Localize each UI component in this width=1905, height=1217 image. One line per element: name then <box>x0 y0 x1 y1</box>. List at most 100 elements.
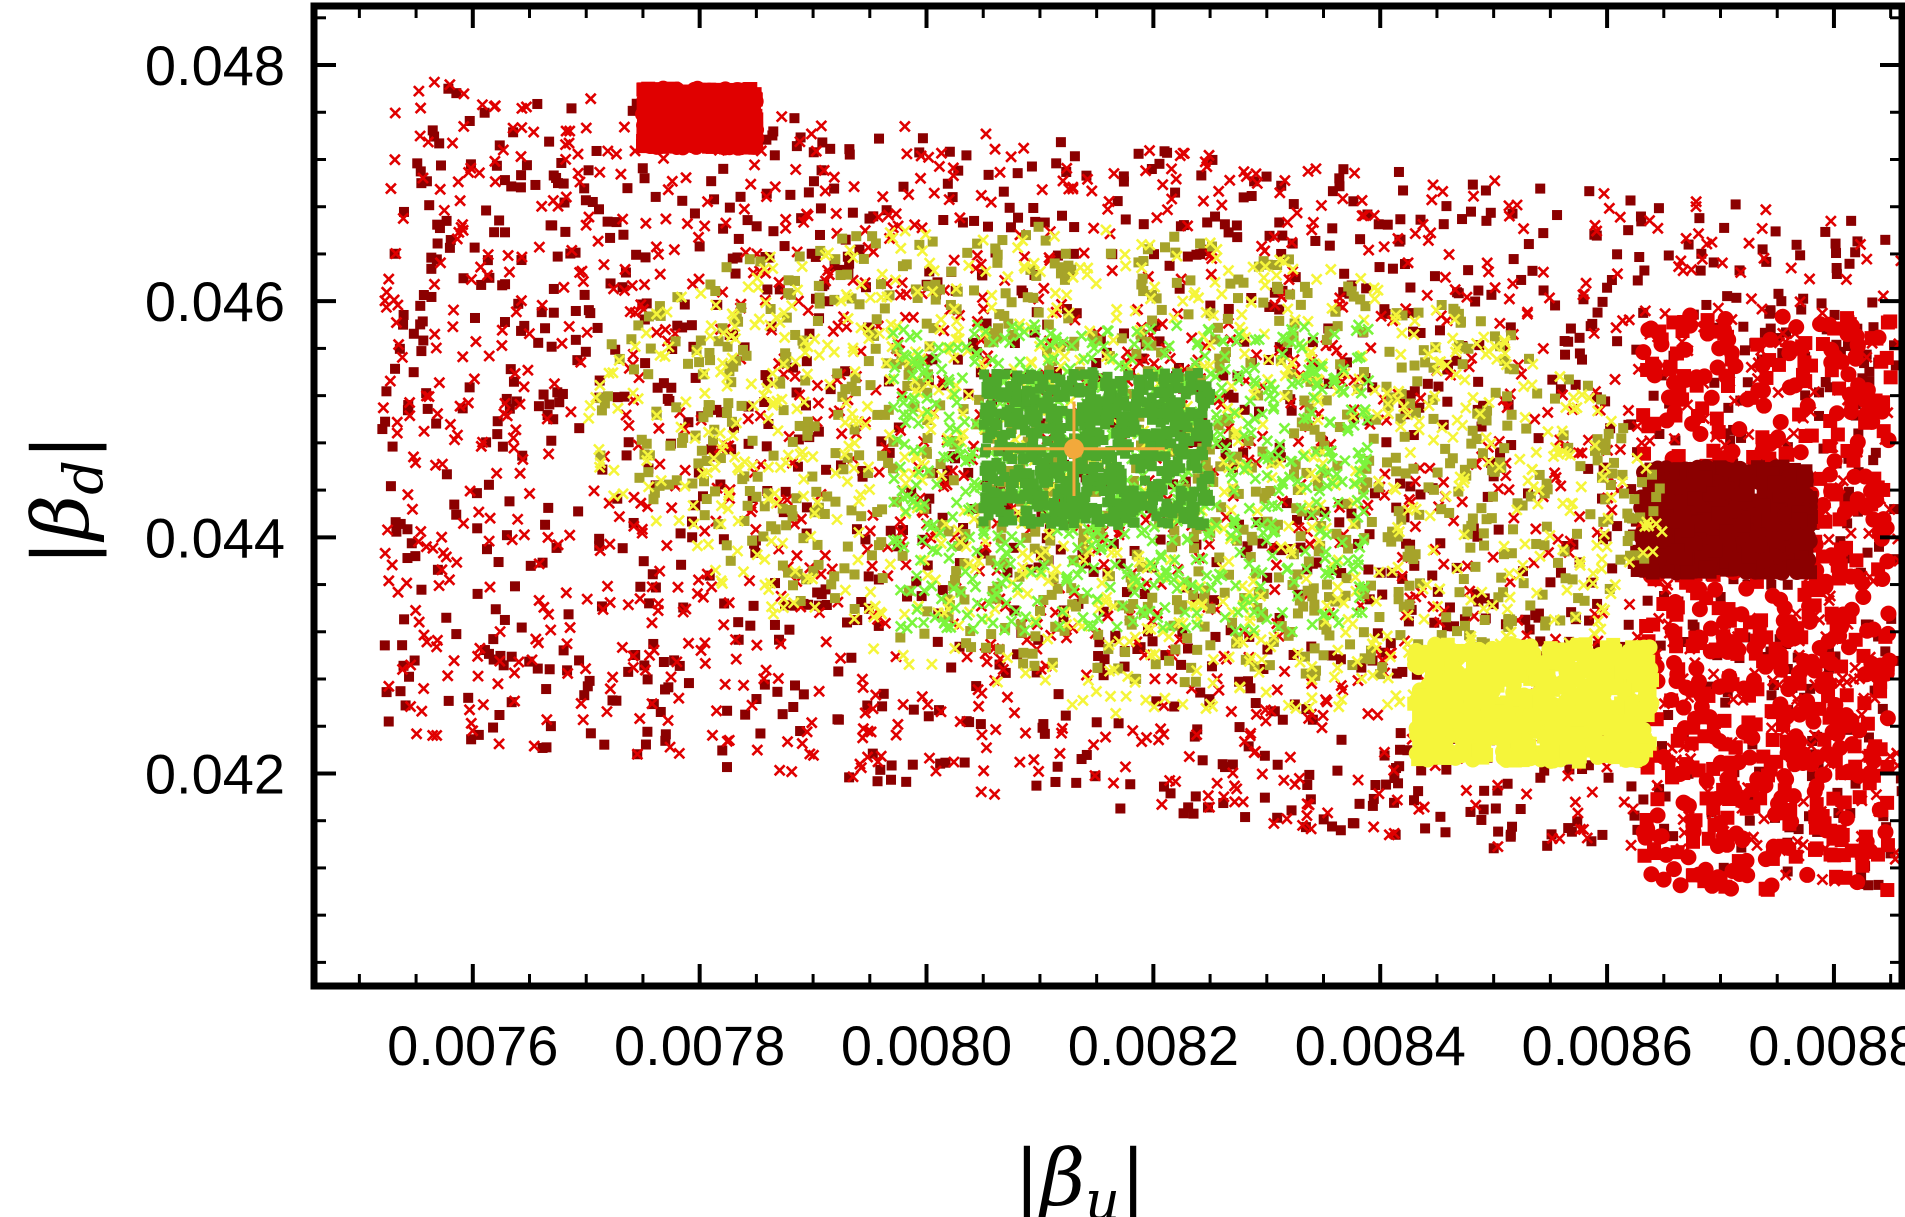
data-point-square <box>932 636 943 647</box>
data-point-dense <box>1792 444 1809 461</box>
data-point-square <box>1403 616 1414 627</box>
data-point-dense <box>1797 355 1812 370</box>
data-point-square <box>1395 728 1406 739</box>
data-point-square <box>1327 186 1338 197</box>
data-point-cross <box>879 617 892 630</box>
data-point-square <box>1334 181 1345 192</box>
data-point-square <box>404 671 415 682</box>
data-point-cross <box>1203 801 1216 814</box>
data-point-square <box>1655 640 1666 651</box>
data-point-square <box>1335 654 1346 665</box>
data-point-square <box>1867 297 1878 308</box>
data-point-cross <box>1348 167 1361 180</box>
data-point-square <box>1259 750 1270 761</box>
data-point-square <box>532 98 543 109</box>
data-point-square <box>1623 225 1634 236</box>
data-point-square <box>546 341 557 352</box>
data-point-square <box>1231 220 1242 231</box>
data-point-square <box>558 645 569 656</box>
data-point-cross <box>943 193 956 206</box>
data-point-cross <box>1108 167 1120 180</box>
data-point-square <box>1864 376 1875 387</box>
data-point-square <box>488 634 499 645</box>
data-point-square <box>1829 309 1840 320</box>
data-point-dense <box>1643 866 1660 883</box>
data-point-square <box>516 255 527 266</box>
data-point-square <box>1459 614 1470 625</box>
data-point-dense <box>1788 849 1803 864</box>
data-point-cross <box>493 655 506 668</box>
data-point-square <box>747 435 758 446</box>
data-point-cross <box>384 375 397 388</box>
data-point-cross <box>957 469 970 482</box>
data-point-square <box>587 196 598 207</box>
data-point-cross <box>428 328 441 341</box>
data-point-cross <box>662 714 674 727</box>
data-point-square <box>542 410 553 421</box>
data-point-square <box>397 640 408 651</box>
data-point-square <box>451 509 462 520</box>
data-point-square <box>1051 158 1062 169</box>
data-point-square <box>1274 442 1285 453</box>
data-point-cross <box>751 744 764 756</box>
data-point-square <box>1119 661 1130 672</box>
data-point-square <box>1626 781 1637 792</box>
data-point-cross <box>418 629 430 641</box>
data-point-square <box>779 241 790 252</box>
data-point-square <box>1030 631 1041 642</box>
data-point-square <box>383 716 394 727</box>
data-point-square <box>1476 814 1487 825</box>
data-point-square <box>733 634 744 645</box>
data-point-square <box>770 578 781 589</box>
data-point-square <box>1381 437 1392 448</box>
data-point-cross <box>856 673 869 686</box>
data-point-dense <box>1709 411 1724 426</box>
data-point-square <box>1857 373 1868 384</box>
data-point-square <box>544 399 555 410</box>
data-point-square <box>1813 387 1824 398</box>
data-point-dense <box>1711 425 1726 440</box>
data-point-square <box>761 188 772 199</box>
data-point-dense <box>1838 870 1853 885</box>
data-point-dense <box>1774 308 1791 325</box>
data-point-dense <box>1844 843 1859 858</box>
data-point-cross <box>772 672 785 685</box>
data-point-dense <box>1879 710 1896 727</box>
data-point-square <box>795 726 806 737</box>
data-point-dense <box>1700 313 1715 328</box>
data-point-square <box>1861 349 1872 360</box>
data-point-square <box>823 296 834 307</box>
data-point-square <box>1221 437 1232 448</box>
data-point-square <box>814 229 825 240</box>
data-point-cross <box>574 356 587 369</box>
data-point-square <box>1583 760 1594 771</box>
data-point-square <box>1612 521 1623 532</box>
data-point-cross <box>1302 165 1314 178</box>
data-point-square <box>473 729 484 740</box>
data-point-square <box>1493 524 1504 535</box>
data-point-dense <box>1715 628 1732 645</box>
data-point-square <box>854 244 865 255</box>
data-point-dense <box>1745 783 1760 798</box>
data-point-cross <box>388 153 401 166</box>
data-point-cross <box>559 153 572 166</box>
data-point-square <box>1178 808 1189 819</box>
data-point-dense <box>721 139 738 156</box>
data-point-square <box>1347 818 1358 829</box>
data-point-square <box>1429 617 1440 628</box>
data-point-dense <box>1639 618 1654 633</box>
data-point-dense <box>1687 491 1702 506</box>
data-point-cross <box>1541 406 1554 419</box>
data-point-cross <box>1161 203 1174 216</box>
data-point-square <box>1873 879 1884 890</box>
data-point-square <box>1831 268 1842 279</box>
data-point-dense <box>1833 619 1850 636</box>
data-point-cross <box>396 351 409 364</box>
data-point-square <box>1638 794 1649 805</box>
data-point-square <box>1379 304 1390 315</box>
data-point-square <box>1530 610 1541 621</box>
data-point-square <box>844 149 855 160</box>
data-point-square <box>398 319 409 330</box>
data-point-square <box>1234 676 1245 687</box>
data-point-square <box>874 133 885 144</box>
